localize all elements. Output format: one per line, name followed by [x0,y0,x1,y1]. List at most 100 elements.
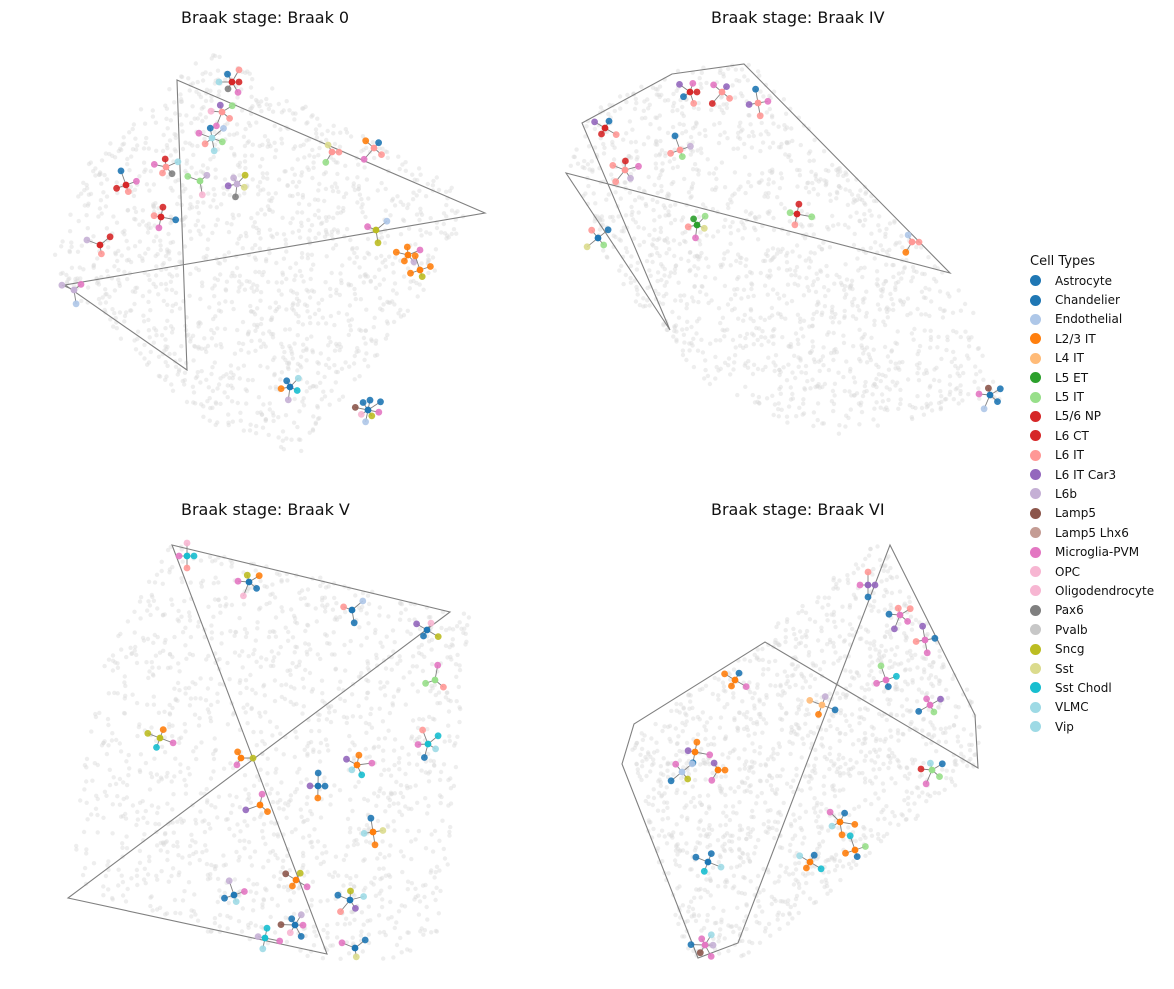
background-cell-point [795,312,801,317]
background-cell-point [115,794,120,799]
background-cell-point [211,187,216,192]
background-cell-point [958,308,964,313]
background-cell-point [168,118,173,123]
background-cell-point [247,428,253,433]
background-cell-point [834,189,840,195]
background-cell-point [149,774,155,780]
background-cell-point [284,307,289,312]
background-cell-point [414,762,420,767]
background-cell-point [86,161,92,167]
background-cell-point [737,827,743,833]
background-cell-point [386,300,391,305]
background-cell-point [248,303,253,309]
background-cell-point [96,296,102,302]
background-cell-point [270,733,275,738]
background-cell-point [667,159,672,164]
background-cell-point [304,287,309,293]
background-cell-point [738,333,743,339]
background-cell-point [250,177,255,182]
background-cell-point [97,710,102,716]
background-cell-point [694,208,699,214]
background-cell-point [814,271,819,276]
background-cell-point [335,228,340,233]
background-cell-point [807,324,812,329]
background-cell-point [910,264,916,270]
background-cell-point [902,668,908,673]
background-cell-point [377,930,382,935]
background-cell-point [248,800,253,805]
background-cell-point [843,731,848,737]
background-cell-point [387,803,392,809]
background-cell-point [239,108,245,113]
background-cell-point [249,94,254,100]
background-cell-point [900,302,906,307]
background-cell-point [745,775,750,781]
background-cell-point [758,315,763,320]
background-cell-point [947,294,952,299]
background-cell-point [773,353,779,358]
background-cell-point [417,282,422,287]
background-cell-point [176,177,181,183]
background-cell-point [623,180,628,185]
background-cell-point [283,357,288,363]
background-cell-point [688,267,693,273]
background-cell-point [850,626,855,632]
background-cell-point [305,795,310,800]
background-cell-point [178,911,183,916]
background-cell-point [672,324,677,329]
background-cell-point [724,814,729,819]
background-cell-point [396,311,401,316]
background-cell-point [264,102,269,107]
background-cell-point [171,843,176,848]
background-cell-point [74,843,79,849]
background-cell-point [879,810,884,815]
background-cell-point [814,302,820,308]
background-cell-point [273,191,278,196]
background-cell-point [201,224,206,229]
background-cell-point [719,108,725,113]
background-cell-point [246,139,251,144]
background-cell-point [772,326,777,332]
background-cell-point [786,362,791,367]
background-cell-point [718,927,723,932]
background-cell-point [642,99,647,104]
background-cell-point [762,283,768,288]
background-cell-point [151,340,156,345]
background-cell-point [169,779,174,784]
background-cell-point [818,268,823,273]
background-cell-point [454,674,459,679]
background-cell-point [165,146,170,151]
background-cell-point [945,337,950,343]
background-cell-point [363,720,369,726]
background-cell-point [170,239,176,245]
background-cell-point [916,366,921,371]
background-cell-point [448,698,453,704]
background-cell-point [658,225,663,231]
background-cell-point [78,798,83,803]
background-cell-point [802,835,807,840]
background-cell-point [785,282,791,287]
background-cell-point [358,608,364,613]
background-cell-point [286,366,291,372]
background-cell-point [883,231,888,236]
background-cell-point [304,303,310,308]
background-cell-point [103,204,109,209]
background-cell-point [245,823,250,828]
background-cell-point [157,374,163,379]
background-cell-point [627,154,632,159]
background-cell-point [874,362,879,367]
background-cell-point [786,404,792,409]
background-cell-point [861,334,866,340]
background-cell-point [247,279,252,284]
background-cell-point [125,886,130,892]
background-cell-point [169,873,174,879]
background-cell-point [840,864,846,869]
background-cell-point [324,717,330,722]
background-cell-point [287,108,292,113]
background-cell-point [361,922,366,927]
background-cell-point [944,347,949,353]
background-cell-point [446,235,451,240]
background-cell-point [743,335,748,341]
background-cell-point [612,145,617,150]
background-cell-point [288,699,293,705]
